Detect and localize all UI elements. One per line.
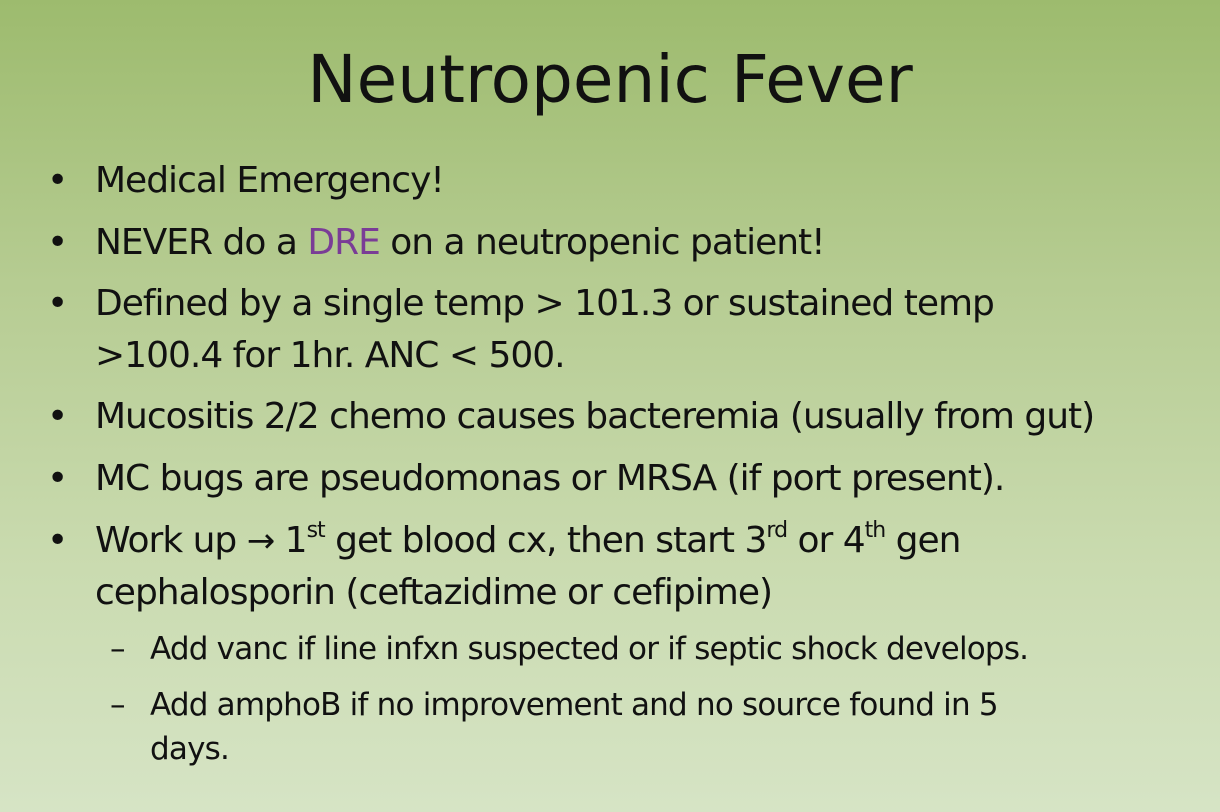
subbullet-dash: – — [110, 687, 125, 723]
bullet-text-line2: >100.4 for 1hr. ANC < 500. — [95, 335, 566, 376]
workup-text-b: 1 — [274, 520, 308, 561]
bullet-text: Medical Emergency! — [95, 160, 445, 201]
subbullet-dash: – — [110, 631, 125, 667]
bullet-dot: • — [47, 283, 68, 324]
bullet-text: MC bugs are pseudomonas or MRSA (if port… — [95, 458, 1005, 499]
subbullet-text-line2: days. — [150, 731, 230, 767]
bullet-text-line1: Work up → 1st get blood cx, then start 3… — [95, 515, 962, 567]
superscript-rd: rd — [766, 518, 788, 543]
bullet-mucositis: • Mucositis 2/2 chemo causes bacteremia … — [47, 391, 1095, 443]
slide-title: Neutropenic Fever — [307, 41, 913, 118]
subbullet-text: Add vanc if line infxn suspected or if s… — [150, 631, 1029, 667]
subbullet-vanc: – Add vanc if line infxn suspected or if… — [110, 627, 1029, 671]
dre-highlight: DRE — [307, 222, 380, 263]
bullet-work-up: • Work up → 1st get blood cx, then start… — [47, 515, 962, 619]
subbullet-text-line1: Add amphoB if no improvement and no sour… — [150, 687, 999, 723]
workup-label: Work up — [95, 520, 247, 561]
workup-text-d: or 4 — [787, 520, 865, 561]
bullet-text-pre: NEVER do a — [95, 222, 308, 263]
arrow-right-icon: → — [246, 521, 275, 561]
bullet-text-line1: Defined by a single temp > 101.3 or sust… — [95, 283, 995, 324]
bullet-dot: • — [47, 458, 68, 499]
bullet-dot: • — [47, 520, 68, 561]
bullet-text: Mucositis 2/2 chemo causes bacteremia (u… — [95, 396, 1095, 437]
bullet-dot: • — [47, 160, 68, 201]
bullet-text-line2: cephalosporin (ceftazidime or cefipime) — [95, 572, 773, 613]
bullet-mc-bugs: • MC bugs are pseudomonas or MRSA (if po… — [47, 453, 1005, 505]
bullet-definition: • Defined by a single temp > 101.3 or su… — [47, 278, 995, 382]
bullet-text-post: on a neutropenic patient! — [379, 222, 825, 263]
bullet-never-dre: • NEVER do a DRE on a neutropenic patien… — [47, 217, 826, 269]
workup-text-c: get blood cx, then start 3 — [324, 520, 767, 561]
superscript-th: th — [864, 518, 887, 543]
bullet-dot: • — [47, 222, 68, 263]
superscript-st: st — [306, 518, 326, 543]
workup-text-e: gen — [885, 520, 962, 561]
bullet-medical-emergency: • Medical Emergency! — [47, 155, 445, 207]
bullet-dot: • — [47, 396, 68, 437]
subbullet-amphob: – Add amphoB if no improvement and no so… — [110, 683, 999, 771]
